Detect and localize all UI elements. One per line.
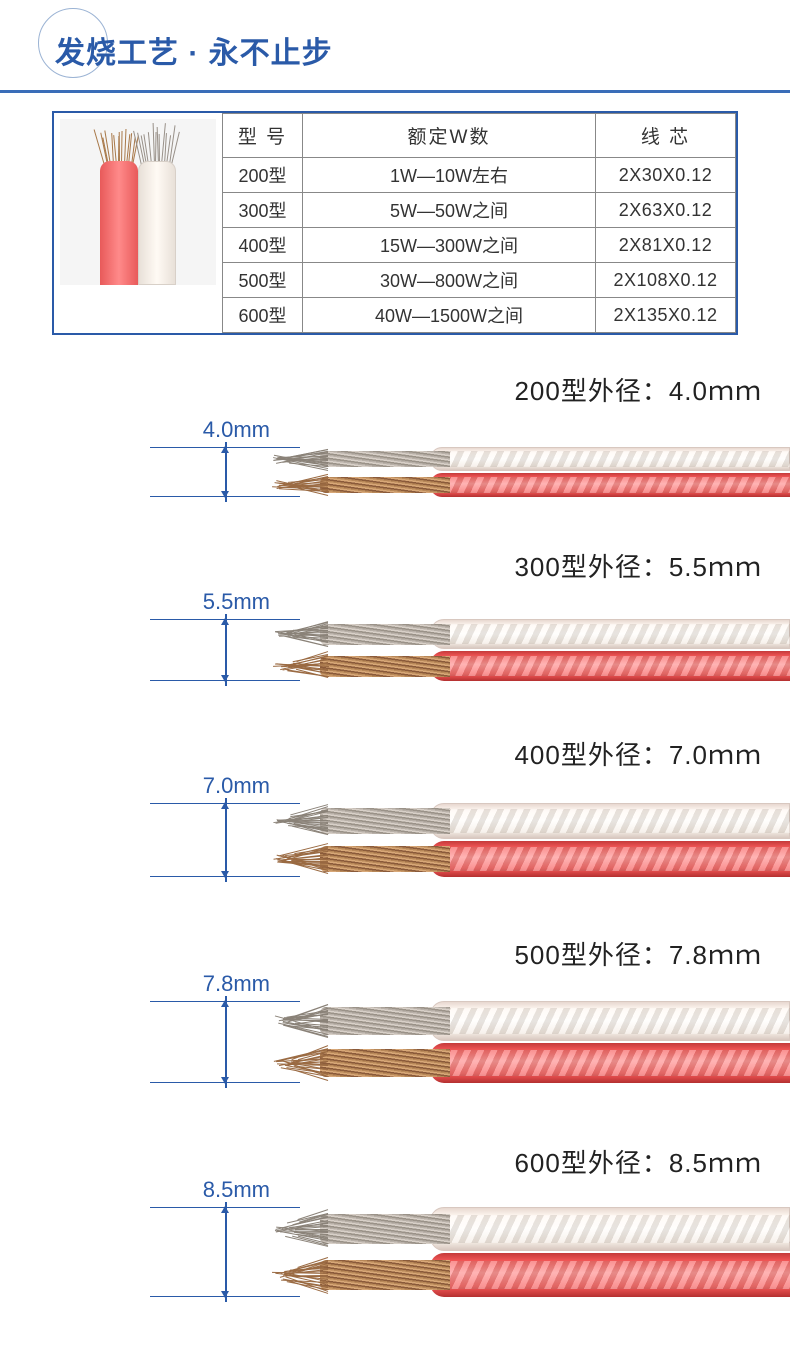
col-watt: 额定W数: [303, 114, 596, 158]
table-row: 600型40W—1500W之间2X135X0.12: [223, 298, 736, 333]
cable-twist: [438, 1261, 790, 1289]
cell-watt: 1W—10W左右: [303, 158, 596, 193]
col-model: 型 号: [223, 114, 303, 158]
cell-watt: 5W—50W之间: [303, 193, 596, 228]
cable-twist: [438, 1215, 790, 1243]
cable-strand: [320, 477, 450, 494]
cable-red: [320, 651, 790, 681]
cell-model: 400型: [223, 228, 303, 263]
dimension-value: 4.0mm: [150, 417, 300, 443]
table-header-row: 型 号 额定W数 线 芯: [223, 114, 736, 158]
dimension-value: 7.0mm: [150, 773, 300, 799]
cell-watt: 30W—800W之间: [303, 263, 596, 298]
cable-red: [320, 1253, 790, 1297]
cell-core: 2X30X0.12: [596, 158, 736, 193]
cell-watt: 15W—300W之间: [303, 228, 596, 263]
sample-title: 400型外径：7.0ｍｍ: [514, 735, 762, 772]
sample-title: 200型外径：4.0ｍｍ: [514, 371, 762, 408]
spec-table: 型 号 额定W数 线 芯 200型1W—10W左右2X30X0.12300型5W…: [222, 113, 736, 333]
table-row: 200型1W—10W左右2X30X0.12: [223, 158, 736, 193]
wire-brush-icon: [272, 647, 328, 685]
wire-brush-icon: [272, 997, 328, 1045]
cable-red: [320, 841, 790, 877]
cable-red: [320, 1043, 790, 1083]
sample-title: 600型外径：8.5ｍｍ: [514, 1143, 762, 1180]
cell-model: 500型: [223, 263, 303, 298]
table-row: 300型5W—50W之间2X63X0.12: [223, 193, 736, 228]
header-section: 发烧工艺 · 永不止步: [0, 0, 790, 93]
wire-brush-icon: [272, 837, 328, 881]
sample-row: 300型外径：5.5ｍｍ 5.5mm: [0, 541, 790, 723]
cable-strand: [320, 451, 450, 468]
cable-pair: [320, 1207, 790, 1299]
sample-title: 300型外径：5.5ｍｍ: [514, 547, 762, 584]
cell-core: 2X108X0.12: [596, 263, 736, 298]
cable-strand: [320, 808, 450, 833]
cable-red: [320, 473, 790, 497]
cable-strand: [320, 846, 450, 871]
cable-white: [320, 619, 790, 649]
cell-model: 600型: [223, 298, 303, 333]
cable-strand: [320, 1214, 450, 1245]
wire-brush-icon: [272, 1249, 328, 1301]
cell-core: 2X81X0.12: [596, 228, 736, 263]
cable-pair: [320, 447, 790, 499]
cable-twist: [438, 809, 790, 832]
cable-twist: [438, 1008, 790, 1034]
cable-strand: [320, 1260, 450, 1291]
cable-twist: [438, 477, 790, 492]
sample-row: 400型外径：7.0ｍｍ 7.0mm: [0, 729, 790, 923]
thumb-wire-white: [138, 161, 176, 285]
table-row: 500型30W—800W之间2X108X0.12: [223, 263, 736, 298]
cable-white: [320, 1207, 790, 1251]
cable-twist: [438, 624, 790, 643]
cable-twist: [438, 847, 790, 870]
cell-core: 2X135X0.12: [596, 298, 736, 333]
cable-strand: [320, 624, 450, 645]
sample-row: 600型外径：8.5ｍｍ 8.5mm: [0, 1137, 790, 1347]
col-core: 线 芯: [596, 114, 736, 158]
cable-strand: [320, 1007, 450, 1035]
cell-core: 2X63X0.12: [596, 193, 736, 228]
cell-model: 200型: [223, 158, 303, 193]
silver-brush-icon: [140, 125, 174, 165]
thumbnail-image: [54, 113, 222, 291]
cell-model: 300型: [223, 193, 303, 228]
page-title: 发烧工艺 · 永不止步: [55, 28, 790, 72]
spec-box: 型 号 额定W数 线 芯 200型1W—10W左右2X30X0.12300型5W…: [52, 111, 738, 335]
cable-white: [320, 1001, 790, 1041]
copper-brush-icon: [102, 125, 136, 165]
cable-twist: [438, 656, 790, 675]
wire-brush-icon: [272, 1039, 328, 1087]
cable-strand: [320, 656, 450, 677]
dimension-value: 7.8mm: [150, 971, 300, 997]
sample-title: 500型外径：7.8ｍｍ: [514, 935, 762, 972]
table-row: 400型15W—300W之间2X81X0.12: [223, 228, 736, 263]
dimension-value: 8.5mm: [150, 1177, 300, 1203]
cable-twist: [438, 451, 790, 466]
cable-samples: 200型外径：4.0ｍｍ 4.0mm 300型外径：5.5ｍｍ 5.5mm 400型外径…: [0, 365, 790, 1347]
cable-pair: [320, 1001, 790, 1085]
cable-white: [320, 447, 790, 471]
sample-row: 200型外径：4.0ｍｍ 4.0mm: [0, 365, 790, 535]
cell-watt: 40W—1500W之间: [303, 298, 596, 333]
dimension-value: 5.5mm: [150, 589, 300, 615]
wire-brush-icon: [272, 1203, 328, 1255]
cable-strand: [320, 1049, 450, 1077]
cable-pair: [320, 803, 790, 879]
sample-row: 500型外径：7.8ｍｍ 7.8mm: [0, 929, 790, 1131]
cable-twist: [438, 1050, 790, 1076]
cable-pair: [320, 619, 790, 683]
cable-white: [320, 803, 790, 839]
wire-brush-icon: [272, 469, 328, 501]
thumb-wire-red: [100, 161, 138, 285]
